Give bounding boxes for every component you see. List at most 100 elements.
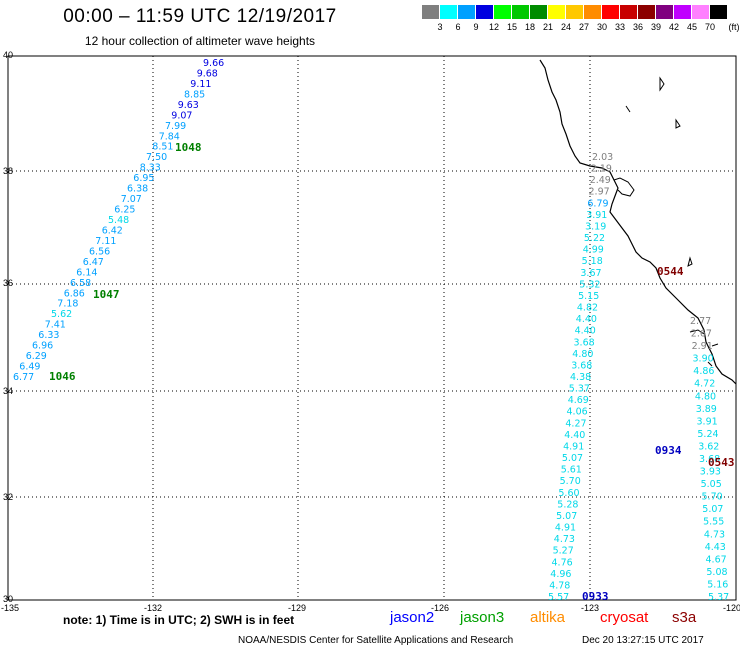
lon-label-123: -123: [580, 603, 599, 613]
wave-height-value: 5.48: [108, 215, 129, 226]
legend-swatch: [710, 5, 727, 19]
wave-height-value: 9.07: [171, 110, 192, 121]
wave-height-value: 9.68: [197, 69, 218, 80]
wave-height-value: 3.62: [698, 442, 719, 453]
legend-swatch: [458, 5, 475, 19]
wave-height-value: 7.84: [159, 131, 180, 142]
wave-height-value: 6.79: [587, 198, 608, 209]
legend-swatch: [692, 5, 709, 19]
california-coastline: [539, 59, 737, 385]
legend-swatch: [584, 5, 601, 19]
wave-height-value: 4.38: [570, 372, 591, 383]
pass-label-0933: 0933: [582, 590, 609, 603]
wave-height-value: 5.22: [584, 233, 605, 244]
wave-height-value: 4.40: [564, 430, 585, 441]
wave-height-value: 4.78: [549, 580, 570, 591]
wave-height-value: 4.43: [705, 542, 726, 553]
lon-label-135: -135: [0, 603, 19, 613]
wave-height-value: 3.19: [585, 222, 606, 233]
wave-height-value: 4.27: [565, 418, 586, 429]
pass-label-0544: 0544: [657, 265, 684, 278]
wave-height-value: 5.32: [579, 279, 600, 290]
legend-label: 21: [542, 22, 553, 32]
generated-timestamp: Dec 20 13:27:15 UTC 2017: [582, 635, 704, 646]
wave-height-value: 2.67: [691, 329, 712, 340]
wave-height-value: 3.68: [574, 337, 595, 348]
wave-height-value: 5.07: [556, 511, 577, 522]
wave-height-value: 4.96: [550, 569, 571, 580]
pass-label-1047: 1047: [93, 288, 120, 301]
wave-height-value: 4.40: [576, 314, 597, 325]
channel-islands: [689, 329, 719, 367]
wave-height-value: 6.25: [114, 205, 135, 216]
wave-height-value: 3.89: [696, 404, 717, 415]
legend-label: 36: [632, 22, 643, 32]
legend-swatch: [674, 5, 691, 19]
wave-height-value: 4.67: [706, 554, 727, 565]
lon-label-129: -129: [287, 603, 306, 613]
wave-height-value: 5.70: [702, 492, 723, 503]
map-frame: [7, 55, 737, 601]
legend-label: 45: [686, 22, 697, 32]
graticule-grid: [8, 56, 736, 600]
wave-height-value: 6.56: [89, 246, 110, 257]
wave-height-value: 2.91: [692, 341, 713, 352]
legend-swatch: [494, 5, 511, 19]
legend-swatch: [602, 5, 619, 19]
satellite-jason2: jason2: [390, 609, 435, 626]
wave-height-value: 5.27: [553, 546, 574, 557]
pass-label-1048: 1048: [175, 141, 202, 154]
wave-height-value: 7.50: [146, 152, 167, 163]
wave-height-value: 4.06: [567, 407, 588, 418]
wave-height-value: 4.99: [583, 245, 604, 256]
wave-height-value: 5.05: [701, 479, 722, 490]
satellite-cryosat: cryosat: [600, 609, 649, 626]
wave-height-value: 2.19: [591, 164, 612, 175]
legend-label: 15: [506, 22, 517, 32]
lat-label-34: 34: [3, 386, 14, 396]
legend-label: 3: [437, 22, 443, 32]
wave-height-value: 6.47: [83, 257, 104, 268]
footnote: note: 1) Time is in UTC; 2) SWH is in fe…: [63, 613, 295, 627]
inland-lakes: [625, 76, 693, 267]
wave-height-value: 4.91: [555, 523, 576, 534]
wave-height-value: 5.28: [557, 499, 578, 510]
wave-height-value: 6.86: [64, 288, 85, 299]
wave-height-value: 8.85: [184, 89, 205, 100]
wave-height-value: 5.60: [558, 488, 579, 499]
wave-height-value: 4.72: [694, 379, 715, 390]
wave-height-value: 6.29: [26, 351, 47, 362]
wave-height-value: 2.49: [590, 175, 611, 186]
lat-label-32: 32: [3, 492, 14, 502]
legend-label: 18: [524, 22, 535, 32]
wave-height-value: 5.61: [561, 465, 582, 476]
wave-height-value: 5.57: [548, 592, 569, 603]
wave-height-value: 8.51: [152, 142, 173, 153]
wave-height-value: 4.76: [552, 557, 573, 568]
wave-height-value: 5.62: [51, 309, 72, 320]
lat-label-38: 38: [3, 166, 14, 176]
wave-height-value: 4.80: [572, 349, 593, 360]
wave-height-value: 4.91: [563, 442, 584, 453]
wave-height-value: 5.08: [706, 567, 727, 578]
credit-line: NOAA/NESDIS Center for Satellite Applica…: [238, 635, 514, 646]
wave-height-value: 7.07: [121, 194, 142, 205]
legend-swatch: [566, 5, 583, 19]
wave-height-value: 5.37: [569, 384, 590, 395]
wave-height-value: 3.67: [580, 268, 601, 279]
wave-height-value: 2.03: [592, 152, 613, 163]
wave-height-value: 6.77: [13, 372, 34, 383]
wave-height-value: 4.86: [693, 366, 714, 377]
wave-height-value: 6.95: [133, 173, 154, 184]
wave-height-value: 4.73: [554, 534, 575, 545]
wave-height-value: 5.07: [702, 504, 723, 515]
wave-height-value: 5.37: [708, 592, 729, 603]
pass-label-0543: 0543: [708, 456, 735, 469]
wave-height-value: 2.97: [589, 187, 610, 198]
lat-label-30: 30: [3, 594, 14, 604]
wave-height-value: 9.66: [203, 58, 224, 69]
wave-height-value: 5.70: [560, 476, 581, 487]
legend-swatch: [656, 5, 673, 19]
wave-height-value: 7.99: [165, 121, 186, 132]
